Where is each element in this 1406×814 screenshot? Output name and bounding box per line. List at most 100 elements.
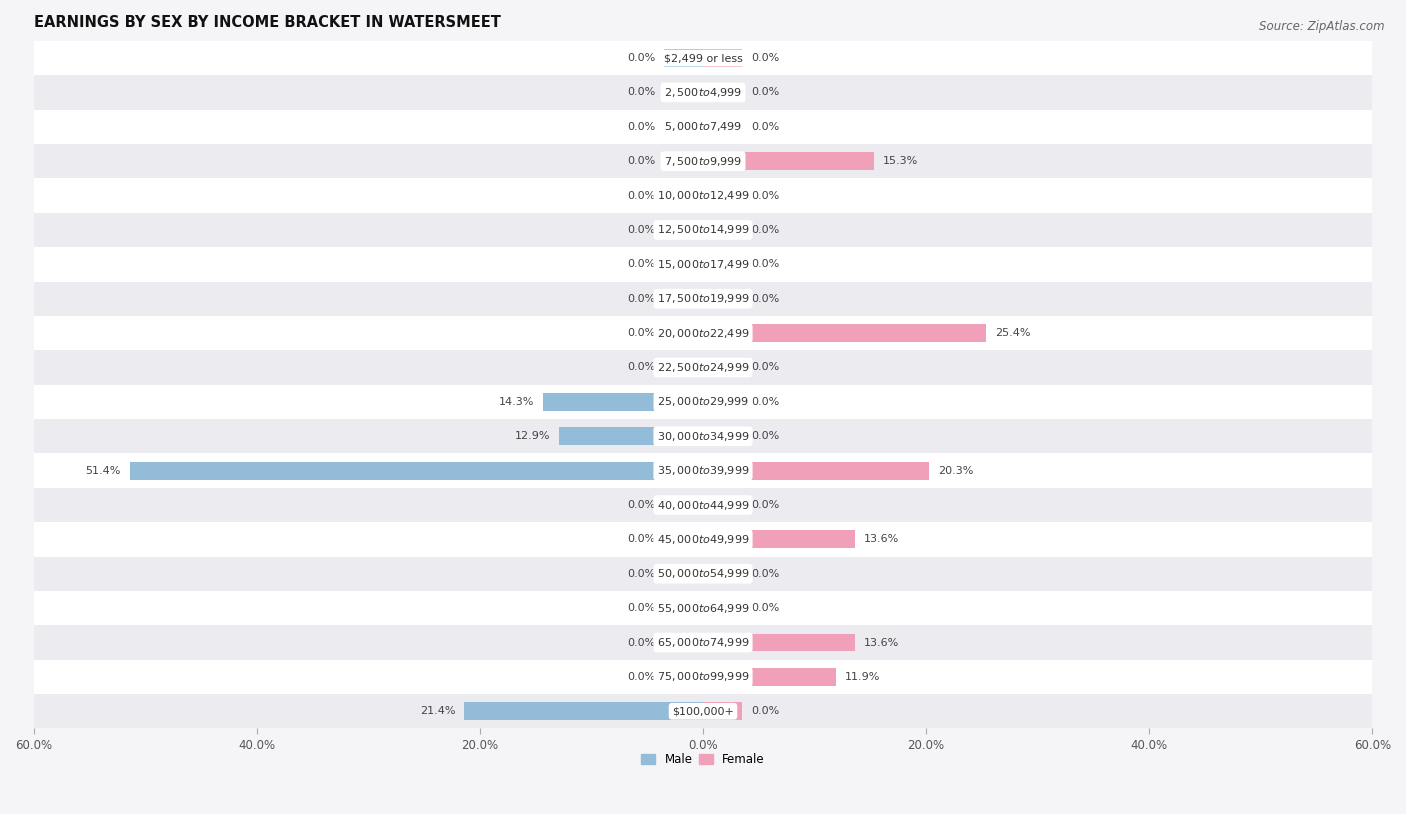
Bar — [664, 221, 703, 239]
Bar — [544, 393, 703, 411]
Text: 20.3%: 20.3% — [938, 466, 974, 475]
Bar — [703, 599, 742, 617]
Bar — [703, 152, 873, 170]
Text: 0.0%: 0.0% — [751, 87, 779, 98]
Text: $100,000+: $100,000+ — [672, 707, 734, 716]
Bar — [34, 385, 1372, 419]
Bar — [703, 221, 742, 239]
Legend: Male, Female: Male, Female — [637, 748, 769, 771]
Bar — [703, 49, 742, 67]
Text: $35,000 to $39,999: $35,000 to $39,999 — [657, 464, 749, 477]
Bar — [664, 358, 703, 376]
Bar — [34, 110, 1372, 144]
Text: 0.0%: 0.0% — [751, 190, 779, 200]
Bar — [664, 152, 703, 170]
Bar — [34, 453, 1372, 488]
Text: 0.0%: 0.0% — [627, 53, 655, 63]
Bar — [34, 488, 1372, 523]
Bar — [664, 668, 703, 686]
Text: 0.0%: 0.0% — [751, 431, 779, 441]
Text: $17,500 to $19,999: $17,500 to $19,999 — [657, 292, 749, 305]
Text: 0.0%: 0.0% — [627, 534, 655, 545]
Bar — [664, 599, 703, 617]
Bar — [703, 256, 742, 274]
Bar — [664, 531, 703, 549]
Text: 0.0%: 0.0% — [627, 328, 655, 338]
Bar — [34, 316, 1372, 350]
Text: 0.0%: 0.0% — [627, 260, 655, 269]
Text: 0.0%: 0.0% — [751, 260, 779, 269]
Text: $15,000 to $17,499: $15,000 to $17,499 — [657, 258, 749, 271]
Text: 0.0%: 0.0% — [627, 603, 655, 613]
Text: $7,500 to $9,999: $7,500 to $9,999 — [664, 155, 742, 168]
Text: $55,000 to $64,999: $55,000 to $64,999 — [657, 602, 749, 615]
Bar — [664, 256, 703, 274]
Bar — [129, 462, 703, 479]
Text: Source: ZipAtlas.com: Source: ZipAtlas.com — [1260, 20, 1385, 33]
Bar — [703, 531, 855, 549]
Bar — [34, 212, 1372, 247]
Bar — [34, 659, 1372, 694]
Text: $25,000 to $29,999: $25,000 to $29,999 — [657, 396, 749, 409]
Text: $40,000 to $44,999: $40,000 to $44,999 — [657, 498, 749, 511]
Text: 0.0%: 0.0% — [627, 190, 655, 200]
Bar — [34, 144, 1372, 178]
Bar — [34, 591, 1372, 625]
Text: 11.9%: 11.9% — [845, 672, 880, 682]
Bar — [664, 565, 703, 583]
Bar — [664, 84, 703, 102]
Bar — [703, 393, 742, 411]
Text: $2,499 or less: $2,499 or less — [664, 53, 742, 63]
Text: 25.4%: 25.4% — [995, 328, 1031, 338]
Text: 0.0%: 0.0% — [751, 122, 779, 132]
Text: 0.0%: 0.0% — [627, 672, 655, 682]
Text: $20,000 to $22,499: $20,000 to $22,499 — [657, 326, 749, 339]
Text: $22,500 to $24,999: $22,500 to $24,999 — [657, 361, 749, 374]
Bar — [664, 633, 703, 651]
Text: 0.0%: 0.0% — [751, 569, 779, 579]
Bar — [703, 668, 835, 686]
Text: $2,500 to $4,999: $2,500 to $4,999 — [664, 86, 742, 99]
Text: 0.0%: 0.0% — [751, 397, 779, 407]
Text: $5,000 to $7,499: $5,000 to $7,499 — [664, 120, 742, 133]
Text: 0.0%: 0.0% — [751, 294, 779, 304]
Bar — [703, 186, 742, 204]
Text: 0.0%: 0.0% — [751, 707, 779, 716]
Text: 12.9%: 12.9% — [515, 431, 550, 441]
Text: 21.4%: 21.4% — [420, 707, 456, 716]
Bar — [664, 496, 703, 514]
Text: 0.0%: 0.0% — [627, 87, 655, 98]
Text: $30,000 to $34,999: $30,000 to $34,999 — [657, 430, 749, 443]
Text: 0.0%: 0.0% — [751, 362, 779, 373]
Bar — [34, 75, 1372, 110]
Text: $65,000 to $74,999: $65,000 to $74,999 — [657, 636, 749, 649]
Bar — [703, 118, 742, 136]
Bar — [703, 496, 742, 514]
Bar — [703, 358, 742, 376]
Bar — [664, 118, 703, 136]
Bar — [664, 186, 703, 204]
Text: 14.3%: 14.3% — [499, 397, 534, 407]
Text: 0.0%: 0.0% — [751, 53, 779, 63]
Text: 0.0%: 0.0% — [627, 156, 655, 166]
Bar — [34, 350, 1372, 385]
Bar — [703, 565, 742, 583]
Bar — [34, 247, 1372, 282]
Bar — [34, 41, 1372, 75]
Bar — [464, 702, 703, 720]
Bar — [664, 324, 703, 342]
Text: 0.0%: 0.0% — [751, 603, 779, 613]
Bar — [664, 49, 703, 67]
Text: 0.0%: 0.0% — [627, 569, 655, 579]
Text: $45,000 to $49,999: $45,000 to $49,999 — [657, 533, 749, 546]
Text: 13.6%: 13.6% — [863, 637, 898, 647]
Text: 0.0%: 0.0% — [627, 637, 655, 647]
Text: 51.4%: 51.4% — [86, 466, 121, 475]
Text: 0.0%: 0.0% — [627, 500, 655, 510]
Text: 13.6%: 13.6% — [863, 534, 898, 545]
Bar — [703, 462, 929, 479]
Bar — [664, 290, 703, 308]
Text: 0.0%: 0.0% — [627, 294, 655, 304]
Bar — [34, 419, 1372, 453]
Text: $50,000 to $54,999: $50,000 to $54,999 — [657, 567, 749, 580]
